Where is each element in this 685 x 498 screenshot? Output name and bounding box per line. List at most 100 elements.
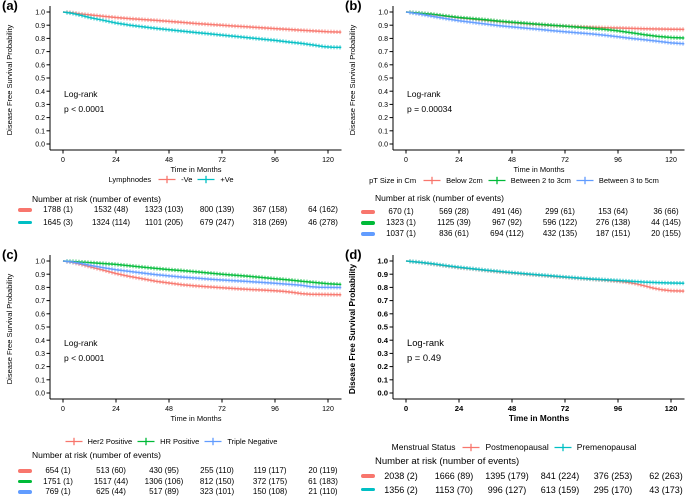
series-color-dash [361, 487, 375, 491]
series-color-dash [361, 232, 375, 236]
risk-count-cell: 1101 (205) [144, 217, 184, 227]
x-tick-label: 0 [61, 406, 65, 413]
y-tick-label: 0.4 [378, 89, 388, 96]
x-tick-label: 24 [455, 404, 464, 413]
legend-title: pT Size in Cm [369, 176, 417, 185]
y-tick-label: 0.4 [35, 338, 45, 345]
x-tick-label: 96 [271, 157, 279, 164]
legend-label: Her2 Positive [87, 437, 133, 446]
series-color-dash [18, 208, 32, 212]
y-axis-title: Disease Free Survival Probability [348, 25, 357, 136]
risk-count-cell: 1153 (70) [435, 484, 473, 495]
legend-label: +Ve [220, 175, 234, 184]
y-tick-label: 0.9 [377, 270, 388, 279]
legend-key [554, 443, 572, 452]
y-tick-label: 0.0 [378, 142, 388, 149]
y-tick-label: 0.7 [35, 298, 45, 305]
risk-count-cell: 841 (224) [540, 471, 580, 481]
censor-plus-icon [576, 176, 594, 185]
risk-table-header-a: Number at risk (number of events) [32, 194, 161, 204]
legend-label: HR Positive [160, 437, 200, 446]
risk-count-cell: 187 (151) [595, 229, 631, 238]
risk-count-cell: 569 (28) [439, 207, 469, 216]
km-plot-c: 1.0 0.9 0.8 0.7 0.6 0.5 0.4 0.3 0.2 0.1 0.0 0 24 48 72… [5, 255, 342, 423]
risk-count-cell: 517 (89) [149, 487, 179, 496]
risk-table-row: 1751 (1) 1517 (44) 1306 (106) 812 (150) 372 … [0, 477, 342, 488]
risk-count-cell: 1356 (2) [384, 484, 418, 495]
legend-title: Lymphnodes [108, 175, 152, 184]
y-tick-label: 0.8 [378, 36, 388, 43]
x-tick-label: 120 [665, 404, 678, 413]
legend-key [423, 176, 441, 185]
risk-count-cell: 1645 (3) [43, 217, 73, 227]
risk-count-cell: 812 (150) [199, 476, 235, 486]
x-tick-label: 72 [218, 406, 226, 413]
y-tick-label: 0.5 [377, 323, 388, 332]
risk-count-cell: 276 (138) [595, 218, 631, 227]
x-tick-label: 72 [561, 404, 570, 413]
risk-count-cell: 1666 (89) [434, 471, 474, 481]
legend-key [462, 443, 480, 452]
risk-table-row: 1356 (2) 1153 (70) 996 (127) 613 (159) 295 (… [343, 485, 685, 496]
x-tick-label: 24 [112, 157, 120, 164]
panel-label-c: (c) [2, 247, 18, 262]
x-tick-label: 24 [112, 406, 120, 413]
x-tick-label: 96 [614, 404, 623, 413]
y-tick-label: 0.9 [35, 272, 45, 279]
risk-count-cell: 1323 (103) [144, 205, 184, 214]
risk-count-cell: 513 (60) [96, 466, 126, 475]
risk-count-cell: 694 (112) [490, 229, 524, 238]
legend-label: Between 3 to 5cm [598, 176, 659, 185]
y-tick-label: 0.1 [35, 128, 45, 135]
x-axis-title: Time in Months [514, 165, 565, 174]
panel-label-d: (d) [345, 247, 362, 262]
x-tick-label: 0 [404, 157, 408, 164]
series-color-dash [361, 210, 375, 214]
censor-plus-icon [462, 443, 480, 451]
risk-table-row: 1788 (1) 1532 (48) 1323 (103) 800 (139) 367 … [0, 205, 342, 216]
x-tick-label: 72 [561, 157, 569, 164]
censor-plus-icon [65, 437, 83, 446]
series-color-dash [361, 474, 375, 478]
censor-plus-icon [197, 175, 215, 184]
y-tick-label: 0.1 [35, 377, 45, 384]
risk-table-header-c: Number at risk (number of events) [32, 450, 161, 460]
legend-label: -Ve [181, 175, 193, 184]
y-tick-label: 0.8 [35, 285, 45, 292]
x-tick-label: 48 [165, 406, 173, 413]
y-tick-label: 0.8 [377, 283, 388, 292]
censor-plus-icon [554, 443, 572, 451]
censor-plus-icon [137, 437, 155, 446]
risk-count-cell: 323 (101) [199, 487, 235, 496]
y-tick-label: 0.5 [35, 76, 45, 83]
risk-count-cell: 43 (173) [649, 484, 683, 495]
legend-key [197, 175, 215, 184]
risk-count-cell: 150 (108) [252, 487, 288, 496]
y-tick-label: 0.0 [35, 391, 45, 398]
y-tick-label: 1.0 [35, 259, 45, 266]
series-color-dash [18, 490, 32, 494]
legend-c: Her2 Positive HR Positive Triple Negative [0, 437, 342, 446]
y-axis-title: Disease Free Survival Probability [348, 263, 357, 394]
legend-key [137, 437, 155, 446]
y-tick-label: 0.6 [377, 309, 388, 318]
x-tick-label: 96 [614, 157, 622, 164]
x-tick-label: 120 [322, 157, 334, 164]
y-tick-label: 0.7 [377, 296, 388, 305]
y-tick-label: 0.5 [378, 76, 388, 83]
panel-a: (a) 1.0 0.9 0.8 0.7 0.6 0.5 0.4 0.3 0.2 0.1 0.0 0 24… [0, 0, 342, 249]
y-tick-label: 0.2 [35, 115, 45, 122]
y-tick-label: 0.3 [378, 102, 388, 109]
risk-count-cell: 44 (145) [651, 218, 681, 227]
risk-count-cell: 255 (110) [200, 466, 234, 475]
legend-key [158, 175, 176, 184]
logrank-label: Log-rank [407, 89, 441, 99]
risk-count-cell: 119 (117) [253, 466, 287, 475]
panel-c: (c) 1.0 0.9 0.8 0.7 0.6 0.5 0.4 0.3 0.2 0.1 0.0 0 24… [0, 247, 342, 498]
y-tick-label: 0.1 [378, 128, 388, 135]
y-tick-label: 1.0 [35, 10, 45, 17]
risk-table-row: 1645 (3) 1324 (114) 1101 (205) 679 (247) 318… [0, 218, 342, 229]
risk-count-cell: 967 (92) [492, 218, 522, 227]
risk-table-header-b: Number at risk (number of events) [375, 193, 504, 203]
